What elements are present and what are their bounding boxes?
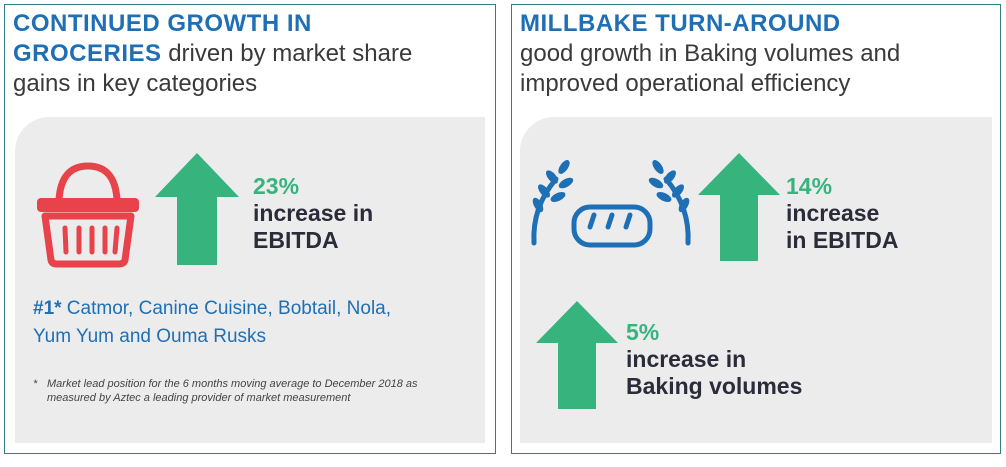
bread-wheat-icon (531, 160, 691, 248)
footnote-text: Market lead position for the 6 months mo… (47, 378, 418, 404)
heading-highlight: GROCERIES (13, 40, 162, 67)
footnote: * Market lead position for the 6 months … (33, 377, 463, 405)
groceries-heading: CONTINUED GROWTH IN GROCERIES driven by … (13, 9, 487, 99)
heading-text: improved operational efficiency (520, 70, 851, 97)
stat-percent: 14% (786, 173, 833, 199)
brands-text: Catmor, Canine Cuisine, Bobtail, Nola, (61, 298, 392, 319)
footnote-star: * (33, 378, 38, 390)
baking-volumes-stat: 5% increase in Baking volumes (626, 319, 802, 400)
stat-percent: 23% (253, 173, 300, 199)
stat-label: increase in (626, 346, 747, 372)
heading-text: gains in key categories (13, 70, 258, 97)
stat-percent: 5% (626, 319, 660, 345)
basket-icon (37, 162, 139, 268)
groceries-panel: CONTINUED GROWTH IN GROCERIES driven by … (4, 4, 496, 454)
brands-text: Yum Yum and Ouma Rusks (33, 326, 267, 347)
ebitda-stat: 14% increase in EBITDA (786, 173, 898, 254)
millbake-heading: MILLBAKE TURN-AROUND good growth in Baki… (520, 9, 992, 99)
up-arrow-icon (698, 153, 780, 261)
millbake-panel: MILLBAKE TURN-AROUND good growth in Baki… (511, 4, 1001, 454)
stat-label: Baking volumes (626, 373, 803, 399)
heading-text: driven by market share (161, 40, 413, 67)
rank-label: #1* (33, 298, 62, 319)
up-arrow-icon (155, 153, 239, 265)
heading-highlight: MILLBAKE TURN-AROUND (520, 10, 841, 37)
up-arrow-icon (536, 301, 618, 409)
heading-highlight: CONTINUED GROWTH IN (13, 10, 312, 37)
stat-label: in EBITDA (786, 227, 899, 253)
heading-text: good growth in Baking volumes and (520, 40, 901, 67)
stat-label: increase (786, 200, 880, 226)
groceries-card (15, 117, 485, 443)
stat-label: EBITDA (253, 227, 339, 253)
stat-label: increase in (253, 200, 374, 226)
brand-list: #1* Catmor, Canine Cuisine, Bobtail, Nol… (33, 295, 463, 351)
ebitda-stat: 23% increase in EBITDA (253, 173, 373, 254)
